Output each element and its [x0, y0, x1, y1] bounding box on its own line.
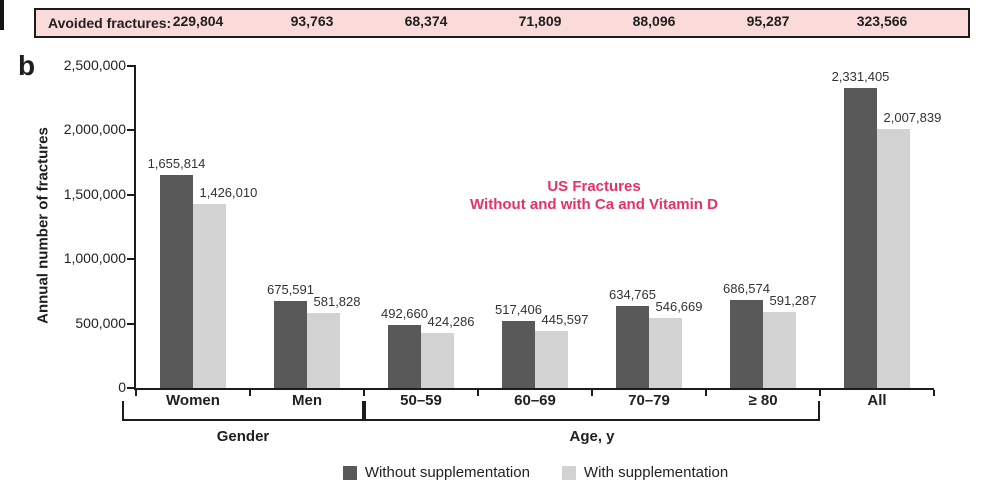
legend-swatch-icon — [342, 465, 357, 480]
avoided-fractures-value: 323,566 — [856, 13, 908, 29]
avoided-fractures-value: 88,096 — [632, 13, 676, 29]
group-bracket-line — [364, 419, 820, 421]
avoided-fractures-value: 68,374 — [404, 13, 448, 29]
chart-title: US Fractures Without and with Ca and Vit… — [394, 178, 794, 214]
avoided-fractures-value: 95,287 — [746, 13, 790, 29]
bar-without-supplementation — [160, 174, 193, 388]
bar-with-supplementation — [649, 317, 682, 388]
bar-without-supplementation — [844, 87, 877, 388]
bar-value-label: 492,660 — [381, 305, 428, 321]
group-bracket-label: Age, y — [569, 428, 615, 445]
bar-with-supplementation — [535, 330, 568, 388]
bar-value-label: 634,765 — [609, 287, 656, 303]
avoided-fractures-value: 93,763 — [290, 13, 334, 29]
figure-edge-mark — [0, 0, 4, 30]
bar-without-supplementation — [616, 306, 649, 388]
x-axis-tick — [591, 390, 593, 396]
category-label: Men — [292, 392, 322, 409]
y-axis-tick — [127, 65, 134, 67]
bar-without-supplementation — [730, 299, 763, 388]
x-axis-tick — [249, 390, 251, 396]
group-bracket-end — [122, 401, 124, 421]
bar-value-label: 581,828 — [313, 294, 361, 310]
bar-value-label: 546,669 — [655, 298, 703, 314]
y-axis-tick-label: 500,000 — [75, 314, 126, 331]
bar-value-label: 675,591 — [267, 281, 314, 297]
legend-label: Without supplementation — [364, 464, 530, 481]
legend-label: With supplementation — [583, 464, 729, 481]
y-axis-tick-label: 2,500,000 — [63, 57, 126, 73]
y-axis-tick — [127, 129, 134, 132]
y-axis-tick-label: 0 — [118, 379, 126, 395]
group-bracket-label: Gender — [216, 428, 270, 445]
category-label: 70–79 — [628, 392, 670, 409]
x-axis-tick — [705, 390, 707, 396]
bar-value-label: 1,426,010 — [199, 185, 258, 201]
chart-title-line-2: Without and with Ca and Vitamin D — [470, 196, 718, 213]
x-axis-tick — [933, 390, 935, 396]
bar-value-label: 445,597 — [541, 311, 589, 327]
bar-with-supplementation — [307, 313, 340, 388]
y-axis-tick — [127, 322, 134, 325]
x-axis-tick — [477, 390, 479, 396]
legend-swatch-icon — [561, 465, 576, 480]
bar-value-label: 2,331,405 — [831, 68, 890, 84]
avoided-fractures-banner: Avoided fractures: — [34, 8, 970, 38]
avoided-fractures-value: 71,809 — [518, 13, 562, 29]
x-axis-tick — [135, 390, 137, 396]
group-bracket-end — [362, 401, 364, 421]
bar-without-supplementation — [274, 300, 307, 388]
x-axis-line — [134, 388, 934, 390]
y-axis-tick — [127, 387, 134, 389]
bar-with-supplementation — [763, 311, 796, 388]
bar-value-label: 2,007,839 — [883, 110, 942, 126]
chart-title-line-1: US Fractures — [547, 178, 641, 195]
y-axis-tick-label: 1,000,000 — [63, 250, 126, 267]
category-label: 60–69 — [514, 392, 556, 409]
bar-without-supplementation — [502, 321, 535, 388]
banner-label: Avoided fractures: — [48, 15, 172, 31]
bar-value-label: 424,286 — [427, 314, 475, 330]
bar-value-label: 591,287 — [769, 292, 817, 308]
legend-item: Without supplementation — [342, 464, 530, 481]
category-label: ≥ 80 — [748, 392, 778, 409]
legend-item: With supplementation — [561, 464, 729, 481]
bar-value-label: 1,655,814 — [147, 155, 206, 171]
bar-without-supplementation — [388, 324, 421, 388]
y-axis-tick-label: 1,500,000 — [63, 185, 126, 202]
category-label: Women — [166, 392, 220, 409]
y-axis-tick — [127, 193, 134, 196]
y-axis-tick — [127, 258, 134, 261]
bar-value-label: 517,406 — [495, 302, 542, 318]
panel-label: b — [18, 50, 36, 81]
y-axis-tick-label: 2,000,000 — [63, 121, 126, 138]
group-bracket-end — [364, 401, 366, 421]
x-axis-tick — [819, 390, 821, 396]
avoided-fractures-value: 229,804 — [172, 13, 224, 29]
group-bracket-line — [122, 419, 364, 421]
legend: Without supplementation With supplementat… — [100, 464, 971, 481]
bar-with-supplementation — [421, 333, 454, 388]
group-bracket-end — [818, 401, 820, 421]
category-label: All — [867, 392, 887, 409]
bar-value-label: 686,574 — [723, 280, 770, 296]
bar-with-supplementation — [193, 204, 226, 388]
bar-with-supplementation — [877, 129, 910, 388]
y-axis-line — [134, 65, 136, 390]
x-axis-tick — [363, 390, 365, 396]
category-label: 50–59 — [400, 392, 442, 409]
